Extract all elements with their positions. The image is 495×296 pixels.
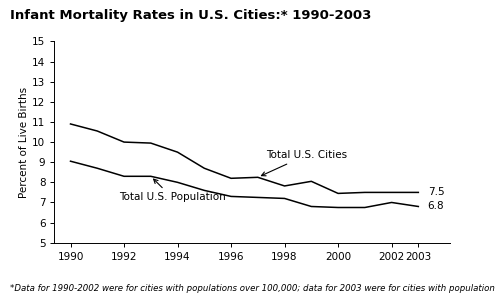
Text: *Data for 1990-2002 were for cities with populations over 100,000; data for 2003: *Data for 1990-2002 were for cities with… — [10, 284, 495, 293]
Text: Infant Mortality Rates in U.S. Cities:* 1990-2003: Infant Mortality Rates in U.S. Cities:* … — [10, 9, 371, 22]
Text: Total U.S. Cities: Total U.S. Cities — [261, 150, 347, 176]
Y-axis label: Percent of Live Births: Percent of Live Births — [19, 86, 29, 198]
Text: Total U.S. Population: Total U.S. Population — [119, 179, 225, 202]
Text: 7.5: 7.5 — [428, 187, 445, 197]
Text: 6.8: 6.8 — [428, 202, 445, 211]
